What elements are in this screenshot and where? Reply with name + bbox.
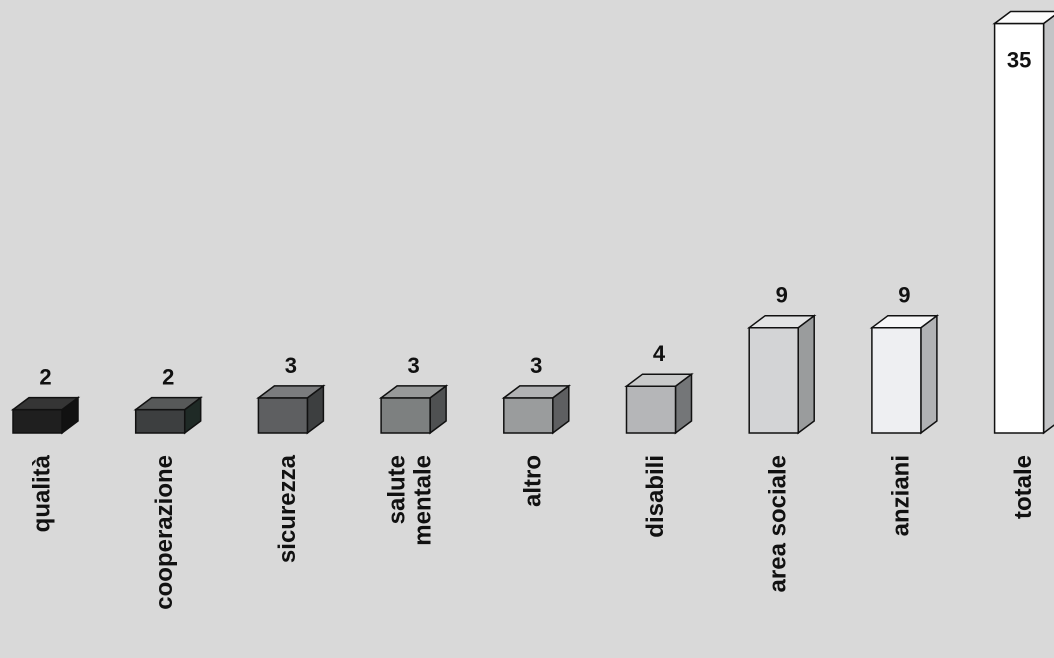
bar-side-area-sociale (797, 314, 815, 435)
bar-front-salute-mentale (380, 397, 431, 434)
category-label-line: mentale (410, 455, 437, 546)
category-label-disabili: disabili (642, 455, 669, 538)
category-label-line: cooperazione (151, 455, 178, 610)
bar-totale (992, 10, 1054, 435)
category-label-line: anziani (887, 455, 914, 536)
bar-top-altro (501, 385, 572, 399)
value-label-qualita: 2 (39, 365, 51, 390)
value-label-cooperazione: 2 (162, 365, 174, 390)
category-label-line: altro (519, 455, 546, 507)
bar-sicurezza (256, 384, 326, 435)
category-label-sicurezza: sicurezza (274, 454, 301, 563)
bar-top-sicurezza (256, 385, 326, 399)
bar-top-disabili (624, 373, 694, 387)
category-label-line: sicurezza (274, 454, 301, 563)
value-label-sicurezza: 3 (285, 353, 297, 378)
bar-front-qualita (12, 408, 63, 434)
category-label-area-sociale: area sociale (765, 455, 792, 592)
category-label-totale: totale (1010, 455, 1037, 519)
category-label-qualita: qualità (29, 454, 56, 532)
value-label-area-sociale: 9 (776, 283, 788, 308)
bars-layer (10, 10, 1054, 435)
value-label-anziani: 9 (898, 283, 910, 308)
bar-disabili (624, 372, 694, 435)
category-label-line: disabili (642, 455, 669, 538)
labels-layer: 2 qualità 2 cooperazione 3 sicurezza 3 saluteme… (29, 48, 1038, 610)
value-label-salute-mentale: 3 (407, 353, 419, 378)
bar-top-totale (992, 10, 1054, 25)
category-label-line: area sociale (765, 455, 792, 592)
bar-top-cooperazione (133, 396, 203, 411)
bar-qualita (10, 396, 81, 435)
category-label-anziani: anziani (887, 455, 914, 536)
bar-front-anziani (871, 326, 922, 434)
bar-altro (501, 384, 572, 435)
category-label-cooperazione: cooperazione (151, 455, 178, 610)
bar-cooperazione (133, 396, 203, 435)
bar-front-disabili (625, 385, 677, 434)
category-label-line: salute (384, 455, 411, 524)
value-label-altro: 3 (530, 353, 542, 378)
bar-top-qualita (10, 396, 81, 411)
category-label-line: qualità (29, 454, 56, 532)
bar-top-anziani (869, 314, 940, 329)
category-label-altro: altro (519, 455, 546, 507)
value-label-totale: 35 (1007, 48, 1031, 73)
bar-front-sicurezza (257, 397, 309, 434)
bar-anziani (869, 314, 940, 435)
value-label-disabili: 4 (653, 341, 666, 366)
bar-salute-mentale (378, 384, 449, 435)
bar-front-area-sociale (748, 326, 799, 434)
bar-front-altro (503, 397, 554, 434)
category-label-line: totale (1010, 455, 1037, 519)
bar-front-totale (993, 22, 1045, 434)
bar-front-cooperazione (134, 408, 186, 434)
bar-top-area-sociale (746, 314, 817, 329)
bar-side-totale (1042, 14, 1054, 435)
bar-top-salute-mentale (378, 385, 449, 399)
category-label-salute-mentale: salutementale (384, 455, 437, 546)
bar-side-anziani (920, 314, 938, 435)
bar-area-sociale (746, 314, 817, 435)
